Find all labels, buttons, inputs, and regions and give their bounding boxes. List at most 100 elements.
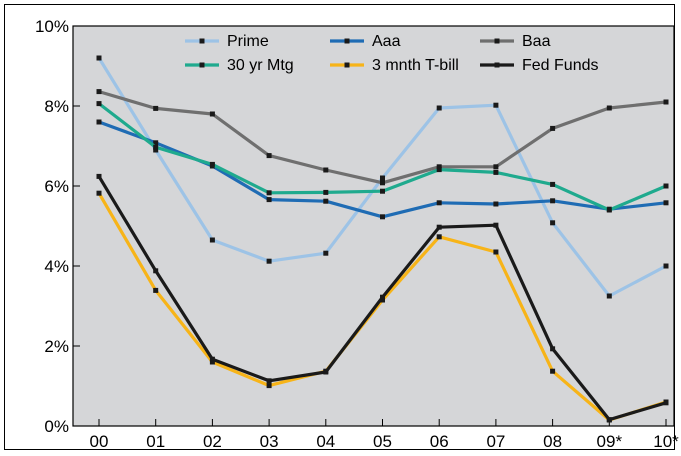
- legend-item-aaa: Aaa: [330, 33, 401, 50]
- data-point: [606, 417, 612, 423]
- y-tick-label: 4%: [44, 257, 69, 276]
- x-tick-label: 08: [543, 432, 562, 451]
- y-tick-label: 6%: [44, 177, 69, 196]
- data-point: [380, 297, 385, 303]
- x-axis: 00 01 02 03 04 05 06 07 08 09* 10*: [90, 419, 679, 451]
- data-point: [153, 287, 159, 293]
- data-point: [209, 359, 215, 365]
- data-point: [663, 263, 669, 269]
- x-tick-label: 03: [260, 432, 279, 451]
- y-tick-label: 8%: [44, 97, 69, 116]
- data-point: [153, 140, 159, 146]
- data-point: [96, 89, 102, 95]
- series-fed-funds: [96, 173, 669, 423]
- data-point: [266, 258, 272, 264]
- data-point: [380, 175, 385, 181]
- data-point: [266, 197, 272, 203]
- data-point: [266, 378, 272, 384]
- legend-label: 30 yr Mtg: [227, 57, 294, 74]
- data-point: [436, 200, 442, 206]
- x-tick-label: 04: [316, 432, 335, 451]
- data-point: [380, 294, 385, 300]
- data-point: [493, 222, 499, 228]
- legend-label: Prime: [227, 33, 269, 50]
- data-point: [436, 105, 442, 111]
- data-point: [436, 224, 442, 230]
- data-point: [550, 125, 556, 131]
- legend-marker: [199, 62, 205, 68]
- data-point: [606, 207, 612, 213]
- data-point: [266, 190, 272, 196]
- y-tick-label: 10%: [35, 17, 69, 36]
- legend-item-3-mnth-t-bill: 3 mnth T-bill: [330, 57, 459, 74]
- data-point: [96, 101, 102, 107]
- data-point: [493, 249, 499, 255]
- legend-marker: [494, 62, 500, 68]
- data-point: [493, 201, 499, 207]
- data-point: [153, 144, 159, 150]
- legend-marker: [344, 62, 350, 68]
- data-point: [209, 111, 215, 117]
- data-point: [153, 268, 159, 274]
- data-point: [663, 200, 669, 206]
- data-point: [550, 346, 556, 352]
- data-point: [96, 190, 102, 196]
- data-point: [380, 214, 385, 220]
- data-point: [96, 119, 102, 125]
- legend-label: Baa: [522, 33, 551, 50]
- data-point: [436, 164, 442, 170]
- data-point: [153, 105, 159, 111]
- data-point: [209, 237, 215, 243]
- x-tick-label: 02: [203, 432, 222, 451]
- data-point: [323, 167, 329, 173]
- x-tick-label: 09*: [597, 432, 623, 451]
- x-tick-label: 01: [146, 432, 165, 451]
- data-point: [323, 198, 329, 204]
- data-point: [96, 173, 102, 179]
- data-point: [550, 368, 556, 374]
- series-30-yr-mtg: [96, 101, 669, 213]
- data-point: [493, 169, 499, 175]
- legend-item-fed-funds: Fed Funds: [480, 57, 598, 74]
- series-prime: [96, 55, 669, 299]
- legend-label: Fed Funds: [522, 57, 598, 74]
- x-tick-label: 05: [373, 432, 392, 451]
- series-baa: [96, 89, 669, 186]
- data-point: [209, 356, 215, 362]
- data-point: [436, 167, 442, 173]
- data-point: [380, 180, 385, 186]
- data-point: [663, 99, 669, 105]
- x-tick-label: 06: [430, 432, 449, 451]
- data-point: [380, 188, 385, 194]
- data-point: [550, 181, 556, 187]
- data-point: [663, 400, 669, 406]
- data-point: [153, 147, 159, 153]
- legend: Prime Aaa Baa 30 yr Mtg 3 mnth T-bill Fed Fun…: [185, 33, 598, 74]
- data-point: [323, 369, 329, 375]
- x-tick-label: 00: [90, 432, 109, 451]
- legend-label: Aaa: [372, 33, 401, 50]
- data-point: [493, 164, 499, 170]
- x-tick-label: 07: [486, 432, 505, 451]
- data-point: [436, 234, 442, 240]
- y-tick-label: 0%: [44, 417, 69, 436]
- data-point: [266, 153, 272, 159]
- data-point: [663, 183, 669, 189]
- data-point: [606, 293, 612, 299]
- x-tick-label: 10*: [653, 432, 679, 451]
- data-point: [606, 105, 612, 111]
- legend-label: 3 mnth T-bill: [372, 57, 459, 74]
- data-point: [493, 102, 499, 108]
- legend-marker: [494, 38, 500, 44]
- data-point: [266, 383, 272, 389]
- legend-item-30-yr-mtg: 30 yr Mtg: [185, 57, 294, 74]
- legend-item-baa: Baa: [480, 33, 551, 50]
- data-point: [96, 55, 102, 61]
- data-point: [550, 220, 556, 226]
- data-point: [550, 198, 556, 204]
- legend-item-prime: Prime: [185, 33, 269, 50]
- y-tick-label: 2%: [44, 337, 69, 356]
- data-point: [209, 161, 215, 167]
- legend-marker: [344, 38, 350, 44]
